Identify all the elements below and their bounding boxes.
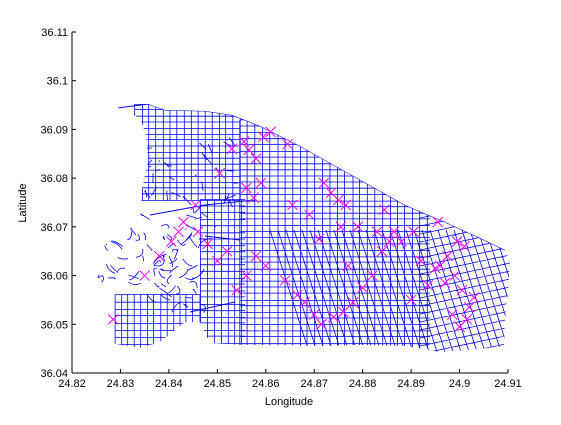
marker-point [432, 216, 444, 228]
axes: 24.82 24.83 24.84 24.85 24.86 24.87 24.88 24.89… [40, 27, 521, 390]
marker-layer [107, 126, 480, 333]
marker-point [446, 309, 458, 320]
arterial-roads [149, 199, 256, 313]
marker-point [439, 277, 451, 289]
x-tick-label: 24.87 [300, 378, 328, 390]
marker-point [318, 177, 330, 189]
x-axis-label: Longitude [265, 396, 313, 408]
marker-point [165, 236, 177, 247]
marker-point [459, 240, 470, 252]
y-tick-label: 36.07 [40, 222, 68, 234]
marker-point [260, 260, 272, 272]
marker-point [282, 138, 293, 150]
marker-point [328, 311, 339, 323]
x-tick-label: 24.84 [155, 378, 183, 390]
marker-point [250, 250, 262, 262]
x-tick-label: 24.85 [204, 378, 232, 390]
marker-point [442, 250, 453, 262]
x-tick-label: 24.86 [252, 378, 280, 390]
marker-point [238, 136, 250, 147]
x-tick-label: 24.9 [449, 378, 470, 390]
marker-point [449, 270, 461, 281]
marker-point [461, 314, 473, 325]
marker-point [211, 255, 223, 267]
y-tick-label: 36.04 [40, 368, 68, 380]
marker-point [258, 131, 269, 143]
marker-point [304, 209, 315, 221]
marker-point [202, 238, 213, 250]
marker-point [408, 226, 419, 238]
y-tick-label: 36.11 [41, 27, 68, 39]
marker-point [429, 262, 441, 274]
marker-point [347, 297, 359, 308]
marker-point [405, 294, 417, 306]
x-tick-label: 24.82 [58, 378, 86, 390]
marker-point [173, 226, 184, 238]
marker-point [352, 221, 364, 233]
marker-point [388, 226, 400, 238]
x-tick-label: 24.88 [349, 378, 377, 390]
marker-point [178, 216, 189, 228]
marker-point [192, 226, 204, 238]
x-tick-label: 24.89 [397, 378, 425, 390]
marker-point [153, 250, 165, 262]
marker-point [383, 236, 395, 247]
marker-point [279, 275, 291, 286]
marker-point [340, 199, 352, 211]
marker-point [241, 182, 252, 194]
marker-point [316, 318, 327, 330]
y-tick-label: 36.08 [40, 173, 68, 185]
marker-point [248, 192, 260, 203]
marker-point [333, 194, 344, 206]
marker-point [357, 282, 369, 294]
marker-point [221, 245, 233, 257]
marker-point [308, 309, 320, 320]
marker-point [415, 255, 427, 267]
marker-point [231, 284, 243, 296]
marker-point [255, 177, 267, 189]
marker-point [451, 236, 463, 247]
x-tick-label: 24.83 [107, 378, 135, 390]
marker-point [456, 284, 468, 296]
marker-point [287, 199, 298, 211]
y-axis-label: Latitude [17, 183, 29, 222]
x-tick-label: 24.91 [494, 378, 522, 390]
marker-point [376, 245, 388, 257]
y-tick-label: 36.09 [40, 124, 68, 136]
marker-point [367, 270, 378, 281]
marker-point [396, 236, 407, 247]
marker-point [463, 301, 475, 313]
marker-point [265, 126, 276, 138]
marker-point [107, 314, 119, 325]
marker-point [371, 226, 383, 238]
y-tick-label: 36.1 [47, 76, 68, 88]
marker-point [243, 144, 255, 156]
marker-point [241, 270, 252, 281]
y-tick-label: 36.06 [40, 271, 68, 283]
marker-point [468, 292, 480, 303]
marker-point [379, 204, 390, 216]
marker-point [337, 306, 349, 318]
y-tick-label: 36.05 [40, 319, 68, 331]
marker-point [291, 289, 303, 301]
marker-point [250, 153, 262, 165]
marker-point [313, 233, 325, 245]
marker-point [190, 199, 201, 211]
marker-point [139, 270, 151, 281]
marker-point [214, 167, 226, 179]
marker-point [342, 260, 354, 272]
marker-point [226, 143, 238, 155]
marker-point [422, 279, 434, 291]
marker-point [335, 221, 347, 233]
